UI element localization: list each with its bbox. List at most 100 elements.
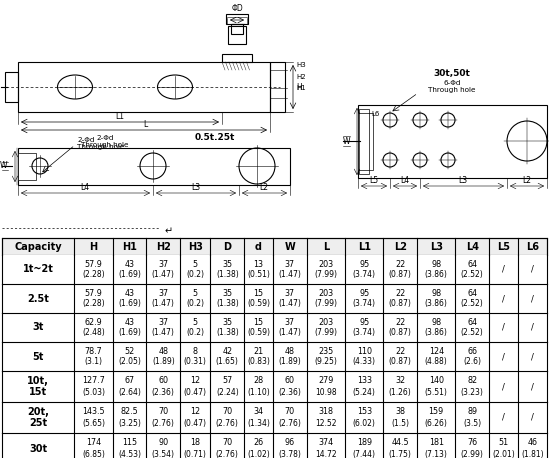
Text: (1.47): (1.47) — [152, 328, 175, 337]
Text: 35: 35 — [222, 289, 232, 298]
Text: 95: 95 — [359, 260, 369, 269]
Text: L2: L2 — [260, 183, 268, 192]
Text: (0.59): (0.59) — [247, 299, 270, 308]
Text: 43: 43 — [125, 289, 135, 298]
Text: H: H — [89, 241, 98, 251]
Bar — [2, 313, 547, 342]
Bar — [2, 342, 547, 371]
Bar — [226, 14, 248, 24]
Text: /: / — [502, 413, 505, 422]
Text: 21: 21 — [254, 347, 264, 356]
Text: (3.5): (3.5) — [463, 419, 481, 428]
Text: 32: 32 — [395, 376, 405, 386]
Text: 67: 67 — [125, 376, 135, 386]
Text: 203: 203 — [318, 289, 333, 298]
Text: (1.47): (1.47) — [152, 270, 175, 279]
Text: /: / — [502, 265, 505, 274]
Text: 37: 37 — [285, 318, 295, 327]
Text: (4.53): (4.53) — [118, 450, 141, 458]
Text: (6.26): (6.26) — [425, 419, 447, 428]
Text: H2: H2 — [296, 74, 306, 80]
Text: (1.69): (1.69) — [118, 328, 141, 337]
Text: 26: 26 — [254, 438, 264, 447]
Text: 10.98: 10.98 — [315, 387, 337, 397]
Text: /: / — [502, 294, 505, 303]
Text: W: W — [343, 136, 350, 146]
Text: 28: 28 — [254, 376, 264, 386]
Text: 70: 70 — [222, 408, 232, 416]
Text: (2.36): (2.36) — [278, 387, 301, 397]
Text: 78.7: 78.7 — [85, 347, 103, 356]
Text: (3.86): (3.86) — [425, 299, 447, 308]
Text: (3.86): (3.86) — [425, 270, 447, 279]
Text: 15: 15 — [254, 289, 264, 298]
Text: (2.28): (2.28) — [82, 299, 105, 308]
Text: 64: 64 — [467, 318, 477, 327]
Bar — [2, 284, 547, 313]
Text: (0.31): (0.31) — [184, 357, 207, 366]
Text: 2-Φd: 2-Φd — [77, 137, 94, 143]
Text: 64: 64 — [467, 260, 477, 269]
Text: 22: 22 — [395, 260, 405, 269]
Text: 76: 76 — [467, 438, 477, 447]
Text: Capacity: Capacity — [14, 241, 62, 251]
Text: 98: 98 — [431, 289, 441, 298]
Text: 5: 5 — [193, 260, 198, 269]
Text: L6: L6 — [371, 111, 379, 117]
Text: (1.47): (1.47) — [152, 299, 175, 308]
Text: Through hole: Through hole — [77, 144, 125, 150]
Text: 70: 70 — [158, 408, 169, 416]
Text: 52: 52 — [125, 347, 135, 356]
Text: 57.9: 57.9 — [85, 289, 103, 298]
Text: 57.9: 57.9 — [85, 260, 103, 269]
Text: (0.59): (0.59) — [247, 328, 270, 337]
Text: (6.85): (6.85) — [82, 450, 105, 458]
Text: 3t: 3t — [32, 322, 44, 333]
Text: 98: 98 — [431, 260, 441, 269]
Text: 22: 22 — [395, 347, 405, 356]
Text: 30t,50t: 30t,50t — [434, 69, 470, 78]
Text: 143.5: 143.5 — [82, 408, 105, 416]
Text: /: / — [531, 413, 534, 422]
Bar — [358, 105, 547, 178]
Text: (7.99): (7.99) — [315, 328, 338, 337]
Text: 34: 34 — [254, 408, 264, 416]
Text: L4: L4 — [400, 176, 410, 185]
Bar — [359, 109, 369, 174]
Text: 51: 51 — [498, 438, 508, 447]
Text: (2.76): (2.76) — [278, 419, 301, 428]
Text: (2.52): (2.52) — [461, 270, 484, 279]
Text: L5: L5 — [369, 176, 379, 185]
Text: 37: 37 — [285, 289, 295, 298]
Text: (4.33): (4.33) — [353, 357, 376, 366]
Text: (1.47): (1.47) — [278, 270, 301, 279]
Text: 64: 64 — [467, 289, 477, 298]
Text: (1.69): (1.69) — [118, 299, 141, 308]
Text: (2.52): (2.52) — [461, 299, 484, 308]
Text: 374: 374 — [318, 438, 333, 447]
Text: /: / — [502, 323, 505, 332]
Text: 203: 203 — [318, 260, 333, 269]
Text: (3.23): (3.23) — [461, 387, 484, 397]
Text: (7.44): (7.44) — [353, 450, 376, 458]
Text: D: D — [223, 241, 231, 251]
Text: (1.34): (1.34) — [247, 419, 270, 428]
Text: (1.65): (1.65) — [216, 357, 239, 366]
Text: 174: 174 — [86, 438, 101, 447]
Text: (1.10): (1.10) — [247, 387, 270, 397]
Bar — [2, 371, 547, 402]
Text: 48: 48 — [158, 347, 168, 356]
Text: (2.05): (2.05) — [118, 357, 141, 366]
Text: /: / — [531, 294, 534, 303]
Text: (4.88): (4.88) — [425, 357, 447, 366]
Bar — [231, 24, 243, 34]
Bar — [270, 62, 285, 112]
Text: (1.38): (1.38) — [216, 270, 239, 279]
Text: 44.5: 44.5 — [391, 438, 409, 447]
Bar — [18, 153, 36, 180]
Text: 124: 124 — [429, 347, 444, 356]
Text: ↵: ↵ — [165, 226, 173, 236]
Text: (3.54): (3.54) — [152, 450, 175, 458]
Text: (5.65): (5.65) — [82, 419, 105, 428]
Text: 30t: 30t — [29, 443, 47, 453]
